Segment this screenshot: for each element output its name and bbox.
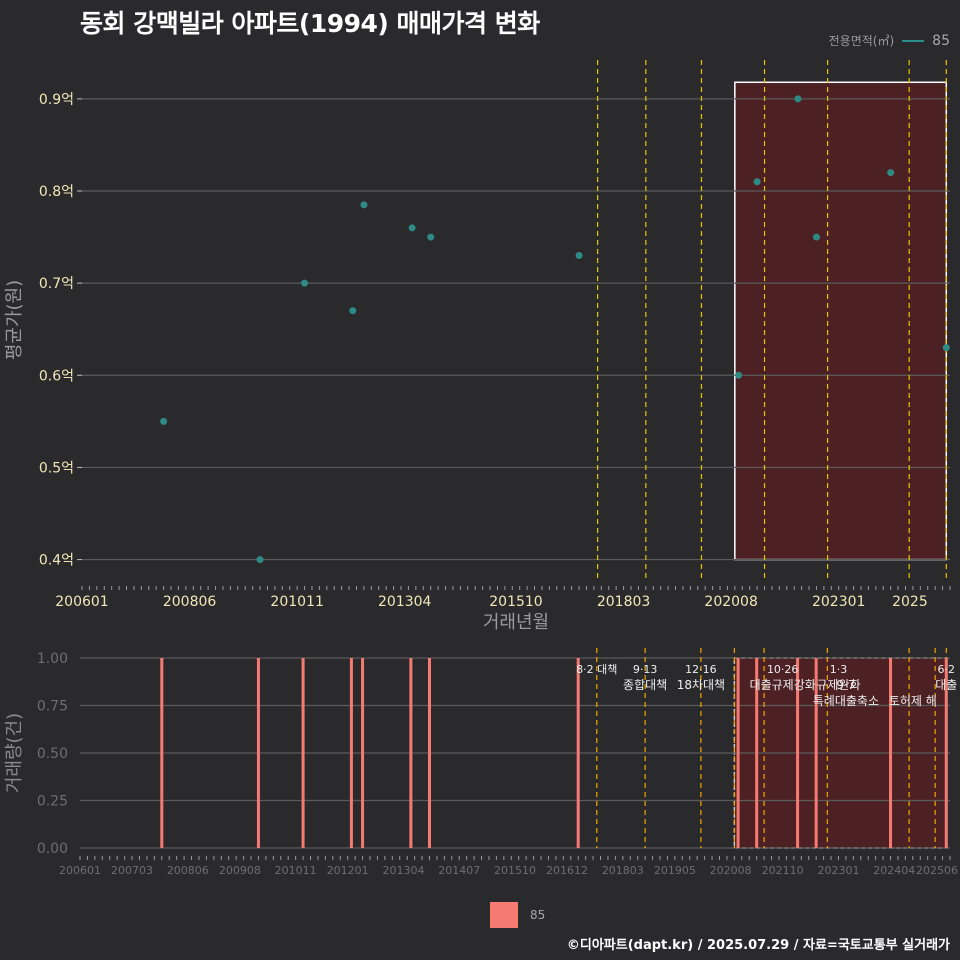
highlight-box — [734, 81, 948, 561]
bar — [160, 658, 164, 848]
data-point — [794, 95, 802, 103]
x-tick-label: 202301 — [817, 864, 859, 877]
data-point — [160, 417, 168, 425]
bar — [427, 658, 431, 848]
data-point — [575, 252, 583, 259]
data-point — [301, 279, 309, 287]
data-point — [735, 371, 743, 379]
x-tick-label: 201011 — [275, 864, 317, 877]
y-axis-title: 평균가(원) — [4, 280, 25, 360]
legend-entry-label: 85 — [932, 32, 950, 49]
y-tick-label: 0.00 — [37, 841, 68, 857]
x-tick-label: 201510 — [489, 594, 542, 610]
bar — [256, 658, 260, 848]
data-point — [887, 169, 895, 177]
x-tick-label: 202404 — [873, 864, 915, 877]
bar — [796, 658, 800, 848]
data-point — [256, 556, 264, 564]
y-tick-label: 0.9억 — [39, 92, 74, 108]
x-tick-label: 202008 — [710, 864, 752, 877]
scatter-panel: 0.4억 0.5억 0.6억 0.7억 0.8억 0.9억 200601 200806 2010… — [4, 60, 951, 633]
policy-annotation: 대출규제강화 — [750, 678, 816, 692]
data-point — [349, 307, 357, 315]
policy-annotation: 6·2 — [938, 663, 956, 676]
y-axis-title: 거래량(건) — [4, 713, 25, 793]
x-tick-label: 200601 — [55, 594, 108, 610]
x-tick-label: 200806 — [163, 594, 217, 610]
policy-annotation: 규제완화 — [816, 678, 860, 692]
x-tick-label: 200601 — [59, 864, 101, 877]
y-tick-label: 0.25 — [37, 794, 68, 810]
legend-line-swatch — [902, 39, 925, 42]
x-tick-label: 201905 — [654, 864, 696, 877]
policy-annotation: 18차대책 — [677, 677, 725, 692]
bar — [944, 658, 948, 848]
y-tick-label: 0.4억 — [39, 553, 74, 569]
bar — [301, 658, 305, 848]
data-point — [360, 201, 368, 209]
x-tick-label: 201803 — [602, 864, 644, 877]
footer-credit: ©디아파트(dapt.kr) / 2025.07.29 / 자료=국토교통부 실… — [566, 938, 950, 953]
x-tick-label: 201304 — [378, 594, 432, 610]
legend-bottom: 85 — [490, 902, 545, 928]
policy-annotation: 9·7 — [836, 678, 855, 692]
x-tick-label: 202301 — [812, 594, 865, 610]
volume-panel: 0.000.250.500.751.008·2 대책 9·13종합대책12·161… — [4, 648, 958, 877]
x-tick-label: 201304 — [382, 864, 424, 877]
legend-title: 전용면적(㎡) — [828, 34, 895, 48]
data-point — [427, 233, 435, 241]
bar — [409, 658, 413, 848]
bar — [576, 658, 580, 848]
x-axis-title: 거래년월 — [483, 612, 549, 633]
data-point — [812, 233, 820, 241]
x-tick-label: 200703 — [111, 864, 153, 877]
policy-annotation: 12·16 — [685, 663, 717, 676]
bar — [814, 658, 818, 848]
bar — [349, 658, 353, 848]
bar — [755, 658, 759, 848]
x-tick-label: 201510 — [494, 864, 536, 877]
y-tick-label: 1.00 — [37, 651, 68, 667]
data-point — [753, 178, 761, 186]
chart-title: 동회 강맥빌라 아파트(1994) 매매가격 변화 — [80, 9, 540, 38]
x-tick-label: 201407 — [438, 864, 480, 877]
bar — [736, 658, 740, 848]
bar — [361, 658, 365, 848]
policy-annotation: 8·2 대책 — [576, 663, 617, 676]
policy-annotation: 특례대출축소 — [813, 694, 879, 708]
x-tick-label: 201612 — [546, 864, 588, 877]
legend-bar-label: 85 — [530, 908, 546, 922]
y-tick-label: 0.75 — [37, 699, 68, 715]
x-tick-label: 201011 — [270, 594, 323, 610]
policy-annotation: 대출 — [935, 678, 957, 692]
y-tick-label: 0.5억 — [39, 460, 74, 476]
x-tick-label: 202110 — [762, 864, 804, 877]
data-point — [408, 224, 416, 232]
x-tick-label: 201201 — [327, 864, 369, 877]
x-tick-label: 2025 — [892, 594, 928, 610]
data-point — [942, 344, 950, 352]
x-tick-label: 202008 — [704, 594, 757, 610]
y-tick-label: 0.7억 — [39, 276, 74, 292]
x-tick-label: 202506 — [916, 864, 958, 877]
policy-annotation: 1·3 — [830, 663, 848, 676]
policy-annotation: 토허제 해 — [889, 694, 937, 708]
bar — [889, 658, 893, 848]
policy-annotation: 9·13 — [633, 663, 658, 676]
legend-top: 전용면적(㎡) 85 — [829, 32, 950, 49]
policy-annotation: 종합대책 — [623, 677, 667, 692]
policy-annotation: 10·26 — [767, 663, 799, 676]
y-tick-label: 0.6억 — [39, 368, 74, 384]
x-tick-label: 201803 — [597, 594, 650, 610]
legend-bar-swatch — [490, 902, 518, 928]
x-tick-label: 200908 — [219, 864, 261, 877]
x-tick-label: 200806 — [167, 864, 209, 877]
y-tick-label: 0.8억 — [39, 184, 74, 200]
y-tick-label: 0.50 — [37, 746, 68, 762]
